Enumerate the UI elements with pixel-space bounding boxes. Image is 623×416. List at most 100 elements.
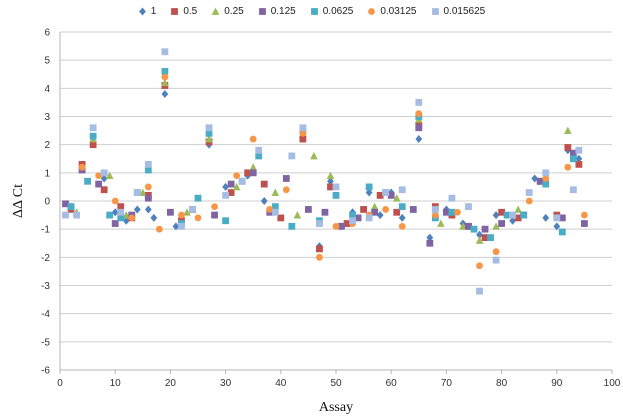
data-point — [448, 194, 456, 202]
data-point — [238, 177, 246, 185]
data-point — [139, 188, 147, 196]
data-point — [398, 186, 406, 194]
data-point — [481, 225, 489, 233]
data-point — [205, 130, 213, 137]
legend-marker-shape — [431, 8, 439, 15]
x-tick-label: 80 — [496, 378, 508, 389]
data-point — [144, 166, 152, 174]
legend-marker-shape — [138, 7, 146, 16]
data-point — [299, 135, 307, 143]
x-axis-title: Assay — [319, 400, 353, 415]
legend-marker-shape — [368, 8, 376, 15]
y-tick-label: -4 — [41, 309, 50, 320]
legend-marker-shape — [211, 7, 220, 15]
data-point — [100, 186, 108, 194]
series-0.015625 — [62, 48, 583, 295]
data-point — [89, 141, 97, 149]
data-point — [553, 214, 561, 222]
data-point — [426, 239, 434, 247]
data-point — [227, 180, 235, 188]
legend-label: 0.5 — [183, 6, 198, 17]
data-point — [376, 191, 384, 199]
legend-label: 0.125 — [270, 6, 296, 17]
x-tick-label: 20 — [165, 378, 177, 389]
data-point — [133, 205, 141, 214]
series-0.03125 — [62, 73, 588, 270]
y-tick-label: 5 — [44, 56, 50, 67]
data-point — [498, 208, 505, 216]
data-point — [509, 216, 517, 225]
data-point — [62, 200, 69, 208]
legend-label: 0.0625 — [322, 6, 354, 17]
data-point — [161, 73, 169, 81]
data-point — [316, 220, 323, 227]
data-point — [332, 191, 340, 199]
data-point — [189, 206, 196, 213]
data-point — [569, 149, 577, 157]
data-point — [564, 126, 572, 134]
data-point — [575, 160, 583, 168]
data-point — [332, 183, 340, 191]
data-point — [95, 172, 103, 180]
data-point — [371, 208, 379, 216]
data-point — [161, 68, 169, 75]
data-point — [194, 194, 202, 202]
data-point — [376, 211, 384, 220]
data-point — [415, 135, 423, 144]
legend-item: 0.25 — [211, 6, 244, 17]
data-point — [67, 203, 75, 211]
data-point — [476, 230, 483, 239]
data-point — [321, 208, 329, 216]
data-point — [558, 228, 566, 236]
data-point — [310, 151, 318, 160]
chart-legend: 1 0.5 0.25 0.125 0.0625 0.03125 0.015625 — [0, 6, 623, 17]
legend-marker — [368, 8, 376, 15]
data-point — [227, 189, 235, 196]
data-point — [144, 205, 152, 214]
data-point — [569, 155, 577, 163]
data-point — [255, 152, 263, 160]
data-point — [470, 225, 478, 233]
data-point — [564, 144, 572, 151]
data-point — [249, 163, 257, 171]
data-point — [271, 203, 279, 211]
data-point — [161, 78, 169, 87]
series-1 — [67, 89, 583, 251]
data-point — [205, 135, 213, 143]
data-point — [211, 211, 218, 219]
data-point — [581, 211, 588, 219]
data-point — [62, 211, 69, 219]
data-point — [89, 132, 97, 140]
x-tick-label: 50 — [330, 378, 342, 389]
data-point — [100, 174, 108, 183]
data-point — [144, 160, 152, 168]
data-point — [415, 124, 423, 132]
data-point — [498, 220, 505, 227]
data-point — [542, 180, 550, 188]
data-point — [509, 211, 517, 219]
x-tick-label: 100 — [604, 378, 621, 389]
data-point — [122, 216, 130, 225]
data-point — [514, 205, 522, 213]
data-point — [487, 234, 494, 242]
data-point — [111, 197, 119, 205]
data-point — [144, 194, 152, 202]
data-point — [542, 213, 550, 222]
legend-item: 0.0625 — [310, 6, 354, 17]
legend-item: 0.125 — [258, 6, 296, 17]
data-point — [84, 177, 91, 185]
data-point — [260, 180, 268, 188]
data-point — [244, 169, 252, 177]
data-point — [564, 163, 572, 171]
data-point — [233, 172, 241, 180]
data-point — [409, 206, 417, 213]
data-point — [222, 182, 229, 191]
data-point — [492, 222, 500, 230]
x-tick-label: 70 — [441, 378, 453, 389]
y-tick-label: -5 — [41, 337, 50, 348]
series-0.5 — [67, 82, 583, 253]
data-point — [316, 253, 323, 261]
data-point — [398, 213, 406, 222]
data-point — [249, 135, 257, 143]
